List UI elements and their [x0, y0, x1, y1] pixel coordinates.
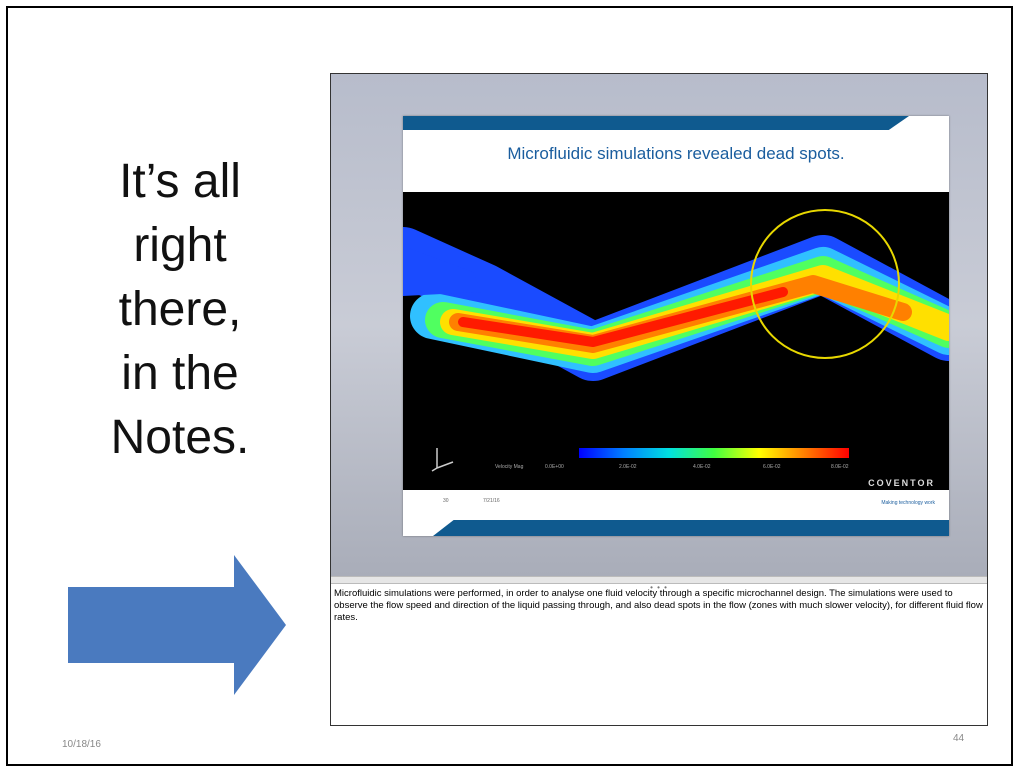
velocity-color-legend — [579, 448, 849, 458]
headline-line: there, — [118, 283, 242, 336]
slide-preview-area: Microfluidic simulations revealed dead s… — [331, 74, 987, 576]
headline-line: Notes. — [110, 411, 250, 464]
legend-tick: 0.0E+00 — [545, 464, 564, 470]
inlet-region — [403, 246, 481, 296]
velocity-field-plot — [374, 209, 978, 381]
notes-splitter-handle[interactable]: • • • — [331, 576, 987, 592]
slide-date: 10/18/16 — [62, 739, 101, 750]
legend-title: Velocity Mag — [495, 464, 524, 470]
thumbnail-slide-number: 30 — [443, 498, 449, 504]
presenter-view-window: Microfluidic simulations revealed dead s… — [330, 73, 988, 726]
legend-tick: 2.0E-02 — [619, 464, 637, 470]
flow-simulation-image: Velocity Mag 0.0E+00 2.0E-02 4.0E-02 6.0… — [374, 192, 978, 490]
slide-page-number: 44 — [953, 733, 965, 744]
brand-tagline: Making technology work — [881, 500, 935, 506]
legend-tick: 6.0E-02 — [763, 464, 781, 470]
legend-tick: 8.0E-02 — [831, 464, 849, 470]
headline-line: in the — [121, 347, 239, 400]
drag-handle-icon: • • • — [650, 583, 668, 592]
thumbnail-header-bar — [403, 116, 909, 130]
brand-logo: COVENTOR — [868, 478, 935, 488]
thumbnail-title: Microfluidic simulations revealed dead s… — [507, 144, 845, 163]
slide-thumbnail[interactable]: Microfluidic simulations revealed dead s… — [374, 116, 978, 536]
axes-triad-icon — [431, 448, 454, 472]
thumbnail-footer: COVENTOR Making technology work 30 7/21/… — [403, 478, 949, 536]
thumbnail-footer-bar — [433, 520, 949, 536]
legend-tick: 4.0E-02 — [693, 464, 711, 470]
slide-headline: It’s all right there, in the Notes. — [80, 150, 280, 470]
headline-line: It’s all — [119, 155, 241, 208]
flow-layer-red — [458, 287, 788, 347]
headline-line: right — [133, 219, 227, 272]
dead-spot-circle — [750, 209, 900, 359]
speaker-notes-text[interactable]: Microfluidic simulations were performed,… — [334, 588, 983, 623]
right-arrow-icon — [68, 555, 286, 695]
thumbnail-date: 7/21/16 — [483, 498, 500, 504]
